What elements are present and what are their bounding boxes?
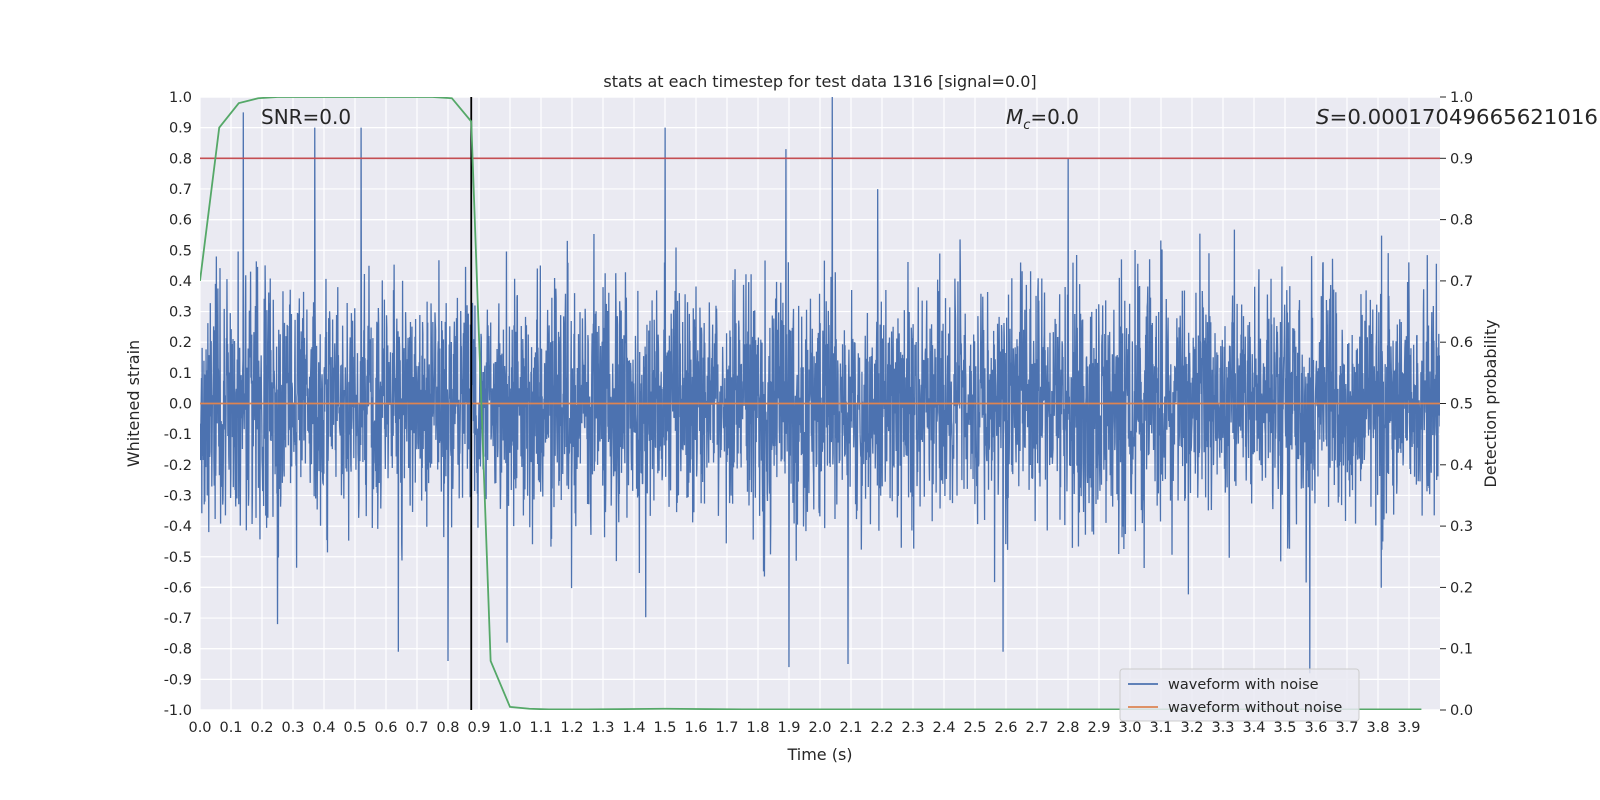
x-tick-label: 3.9 [1397,720,1420,736]
x-tick-label: 0.2 [250,720,273,736]
y-tick-label: 0.5 [169,243,192,259]
x-tick-label: 2.3 [901,720,924,736]
s-symbol: S [1316,105,1330,129]
x-tick-label: 1.3 [591,720,614,736]
x-tick-label: 2.9 [1087,720,1110,736]
y2-tick-label: 0.9 [1450,151,1473,167]
mc-value: =0.0 [1030,105,1079,129]
mc-symbol: M [1006,105,1023,129]
x-tick-label: 0.1 [219,720,242,736]
y2-tick-label: 0.8 [1450,213,1473,229]
series-waveform-with-noise [200,97,1440,674]
y-tick-label: 0.0 [169,397,192,413]
x-tick-label: 2.4 [932,720,955,736]
legend-entry-noise: waveform with noise [1168,677,1319,693]
y-tick-label: -0.6 [164,580,192,596]
x-tick-label: 2.5 [963,720,986,736]
y-tick-label: -0.1 [164,427,192,443]
y-tick-label: 0.4 [169,274,192,290]
y-tick-label: 0.9 [169,121,192,137]
x-tick-label: 0.8 [436,720,459,736]
legend-entry-clean: waveform without noise [1168,700,1342,716]
x-tick-label: 3.6 [1304,720,1327,736]
y2-tick-label: 0.6 [1450,335,1473,351]
y2-tick-label: 0.7 [1450,274,1473,290]
x-tick-label: 3.3 [1211,720,1234,736]
y2-tick-label: 0.5 [1450,397,1473,413]
y-tick-label: 0.3 [169,305,192,321]
left-axis-ticks: -1.0 -0.9 -0.8 -0.7 -0.6 -0.5 -0.4 -0.3 -0.2 -0.1… [164,90,192,719]
s-value: =0.00017049665621016 [1330,105,1598,129]
x-axis-label: Time (s) [786,745,852,764]
x-tick-label: 1.8 [746,720,769,736]
x-tick-label: 2.2 [870,720,893,736]
y-tick-label: -1.0 [164,703,192,719]
x-tick-label: 2.1 [839,720,862,736]
x-tick-label: 1.7 [715,720,738,736]
y2-tick-label: 0.3 [1450,519,1473,535]
chart-title: stats at each timestep for test data 131… [603,72,1036,91]
y-tick-label: -0.9 [164,672,192,688]
mc-annotation: Mc=0.0 [1006,105,1079,133]
y2-tick-label: 0.1 [1450,642,1473,658]
legend-box [1119,668,1360,722]
x-tick-label: 3.2 [1180,720,1203,736]
y-tick-label: 0.6 [169,213,192,229]
x-tick-label: 1.6 [684,720,707,736]
x-tick-label: 1.5 [653,720,676,736]
x-tick-label: 0.7 [405,720,428,736]
y-tick-label: -0.3 [164,488,192,504]
legend: waveform with noise waveform without noi… [1119,668,1360,722]
x-tick-label: 3.4 [1242,720,1265,736]
y-tick-label: -0.2 [164,458,192,474]
x-tick-label: 1.4 [622,720,645,736]
y-tick-label: -0.4 [164,519,192,535]
right-axis-ticks: 0.0 0.1 0.2 0.3 0.4 0.5 0.6 0.7 0.8 0.9 1.0 [1440,90,1473,719]
x-tick-label: 1.9 [777,720,800,736]
x-tick-label: 0.4 [312,720,335,736]
y-axis-label: Whitened strain [124,340,143,467]
y-tick-label: 0.8 [169,151,192,167]
y-tick-label: -0.7 [164,611,192,627]
x-tick-label: 3.5 [1273,720,1296,736]
x-tick-label: 0.5 [343,720,366,736]
mc-subscript: c [1023,118,1030,133]
x-tick-label: 2.6 [994,720,1017,736]
x-tick-label: 3.0 [1118,720,1141,736]
y2-tick-label: 1.0 [1450,90,1473,106]
x-axis-ticks: 0.0 0.1 0.2 0.3 0.4 0.5 0.6 0.7 0.8 0.9 1.0 1.1 1.2 1… [188,720,1420,736]
y-tick-label: -0.5 [164,550,192,566]
y-tick-label: -0.8 [164,642,192,658]
y2-tick-label: 0.4 [1450,458,1473,474]
y-tick-label: 0.1 [169,366,192,382]
x-tick-label: 3.7 [1335,720,1358,736]
series-detection-probability [200,97,1422,710]
y2-tick-label: 0.0 [1450,703,1473,719]
y2-axis-label: Detection probability [1481,319,1500,487]
y2-tick-label: 0.2 [1450,580,1473,596]
x-tick-label: 3.8 [1366,720,1389,736]
x-tick-label: 0.0 [188,720,211,736]
series-layer [200,97,1440,710]
s-annotation: S=0.00017049665621016 [1316,105,1598,129]
x-tick-label: 1.0 [498,720,521,736]
x-tick-label: 0.9 [467,720,490,736]
x-tick-label: 0.6 [374,720,397,736]
x-tick-label: 1.1 [529,720,552,736]
x-tick-label: 2.8 [1056,720,1079,736]
x-tick-label: 1.2 [560,720,583,736]
x-tick-label: 3.1 [1149,720,1172,736]
y-tick-label: 1.0 [169,90,192,106]
y-tick-label: 0.2 [169,335,192,351]
x-tick-label: 2.7 [1025,720,1048,736]
snr-annotation: SNR=0.0 [261,105,351,129]
y-tick-label: 0.7 [169,182,192,198]
x-tick-label: 2.0 [808,720,831,736]
x-tick-label: 0.3 [281,720,304,736]
